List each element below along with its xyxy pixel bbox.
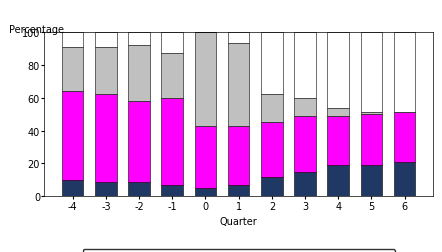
X-axis label: Quarter: Quarter bbox=[220, 216, 258, 226]
Bar bbox=[194, 126, 216, 188]
Bar bbox=[294, 116, 316, 172]
Bar bbox=[328, 116, 349, 165]
Bar bbox=[328, 108, 349, 116]
Bar bbox=[62, 33, 84, 47]
Bar bbox=[261, 123, 283, 177]
Bar bbox=[161, 33, 183, 54]
Bar bbox=[361, 115, 382, 165]
Bar bbox=[128, 102, 150, 182]
Bar bbox=[361, 113, 382, 115]
Bar bbox=[161, 98, 183, 185]
Bar bbox=[161, 54, 183, 98]
Bar bbox=[95, 95, 117, 182]
Bar bbox=[328, 33, 349, 108]
Bar bbox=[361, 165, 382, 197]
Bar bbox=[62, 47, 84, 92]
Text: Percentage: Percentage bbox=[9, 25, 64, 35]
Bar bbox=[95, 33, 117, 47]
Bar bbox=[128, 182, 150, 197]
Bar bbox=[361, 33, 382, 113]
Bar bbox=[294, 172, 316, 197]
Bar bbox=[294, 33, 316, 98]
Bar bbox=[228, 44, 249, 126]
Bar bbox=[261, 177, 283, 197]
Bar bbox=[62, 180, 84, 197]
Bar bbox=[228, 185, 249, 197]
Bar bbox=[161, 185, 183, 197]
Bar bbox=[128, 33, 150, 46]
Bar bbox=[394, 113, 415, 162]
Bar bbox=[228, 126, 249, 185]
Bar bbox=[394, 33, 415, 113]
Bar bbox=[261, 33, 283, 95]
Bar bbox=[228, 33, 249, 44]
Bar bbox=[62, 92, 84, 180]
Bar bbox=[261, 95, 283, 123]
Bar bbox=[294, 98, 316, 116]
Bar bbox=[194, 188, 216, 197]
Legend: No Work, No TANF, No Work, TANF, Work and TANF, Work, No TANF: No Work, No TANF, No Work, TANF, Work an… bbox=[83, 249, 395, 252]
Bar bbox=[95, 182, 117, 197]
Bar bbox=[128, 46, 150, 102]
Bar bbox=[394, 162, 415, 197]
Bar bbox=[194, 33, 216, 126]
Bar bbox=[95, 47, 117, 95]
Bar bbox=[328, 165, 349, 197]
